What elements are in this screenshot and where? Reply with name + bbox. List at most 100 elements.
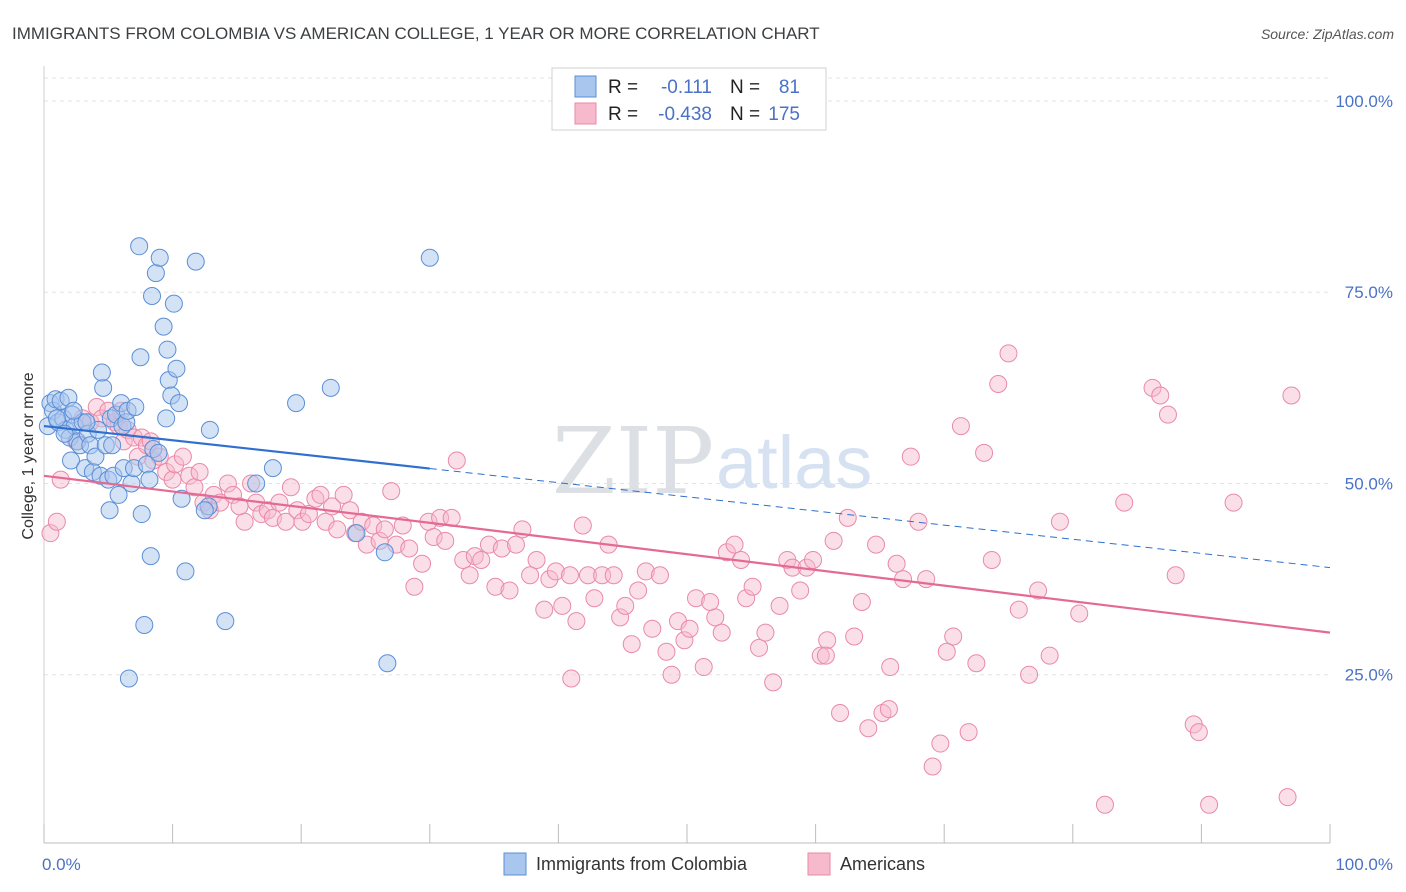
americans-point [611, 608, 630, 627]
americans-point [1009, 600, 1028, 619]
colombia-point [126, 397, 145, 416]
americans-point [982, 550, 1001, 569]
americans-point [47, 512, 66, 531]
chart-source: Source: ZipAtlas.com [1261, 26, 1394, 42]
americans-point [818, 631, 837, 650]
americans-point [166, 455, 185, 474]
americans-point [1029, 581, 1048, 600]
americans-point [680, 619, 699, 638]
colombia-point [170, 394, 189, 413]
legend-r-value-colombia: -0.111 [661, 77, 712, 98]
y-tick-label: 75.0% [1345, 283, 1393, 302]
americans-point [694, 658, 713, 677]
americans-point [486, 577, 505, 596]
americans-point [852, 593, 871, 612]
legend-n-value-colombia: 81 [779, 77, 800, 98]
colombia-point [347, 524, 366, 543]
legend-n-label-americans: N = [730, 104, 760, 125]
colombia-point [378, 654, 397, 673]
americans-point [629, 581, 648, 600]
americans-point [535, 600, 554, 619]
americans-point [881, 658, 900, 677]
legend-r-label-colombia: R = [608, 77, 638, 98]
americans-point [1166, 566, 1185, 585]
americans-point [382, 482, 401, 501]
colombia-point [94, 378, 113, 397]
americans-point [1224, 493, 1243, 512]
americans-point [750, 638, 769, 657]
colombia-point [172, 489, 191, 508]
colombia-point [149, 443, 168, 462]
colombia-point [321, 378, 340, 397]
correlation-legend: R = -0.111 N = 81 R = -0.438 N = 175 [551, 67, 827, 131]
americans-point [546, 562, 565, 581]
colombia-point [247, 474, 266, 493]
americans-point [573, 516, 592, 535]
americans-point [845, 627, 864, 646]
americans-point [931, 734, 950, 753]
americans-point [375, 520, 394, 539]
americans-point [454, 550, 473, 569]
americans-point [460, 566, 479, 585]
americans-point [400, 539, 419, 558]
americans-point [334, 485, 353, 504]
series-legend: Immigrants from Colombia Americans [503, 852, 925, 876]
americans-point [1020, 665, 1039, 684]
colombia-point [176, 562, 195, 581]
americans-point [662, 665, 681, 684]
americans-point [405, 577, 424, 596]
americans-point [521, 566, 540, 585]
colombia-trend-line-extension [429, 468, 1331, 569]
watermark: ZIP atlas [552, 408, 872, 515]
watermark-zip: ZIP [552, 408, 714, 515]
americans-point [901, 447, 920, 466]
americans-point [791, 581, 810, 600]
americans-point [975, 443, 994, 462]
colombia-point [47, 409, 66, 428]
americans-point [1189, 723, 1208, 742]
americans-point [687, 589, 706, 608]
americans-point [413, 554, 432, 573]
americans-point [937, 642, 956, 661]
americans-point [616, 596, 635, 615]
americans-point [959, 723, 978, 742]
colombia-point [186, 252, 205, 271]
americans-point [770, 596, 789, 615]
americans-point [967, 654, 986, 673]
americans-point [824, 531, 843, 550]
legend-r-label-americans: R = [608, 104, 638, 125]
americans-point [712, 623, 731, 642]
americans-point [951, 417, 970, 436]
colombia-point [131, 348, 150, 367]
americans-point [804, 550, 823, 569]
americans-point [500, 581, 519, 600]
colombia-point [157, 409, 176, 428]
y-axis-ticks: 25.0% 50.0% 75.0% 100.0% [1335, 92, 1393, 685]
colombia-point [140, 470, 159, 489]
colombia-point [143, 287, 162, 306]
colombia-point [200, 420, 219, 439]
colombia-points [38, 237, 439, 688]
colombia-point [195, 501, 214, 520]
legend-n-label-colombia: N = [730, 77, 760, 98]
colombia-point [375, 543, 394, 562]
colombia-point [287, 394, 306, 413]
americans-point [867, 535, 886, 554]
americans-point [816, 646, 835, 665]
watermark-atlas: atlas [716, 421, 872, 504]
series-legend-label-colombia: Immigrants from Colombia [536, 854, 748, 874]
americans-point [717, 543, 736, 562]
americans-point [562, 669, 581, 688]
americans-point [235, 512, 254, 531]
colombia-point [158, 340, 177, 359]
americans-point [725, 535, 744, 554]
americans-point [657, 642, 676, 661]
colombia-point [150, 248, 169, 267]
americans-point [706, 608, 725, 627]
colombia-point [263, 459, 282, 478]
americans-point [492, 539, 511, 558]
colombia-point [62, 451, 81, 470]
americans-point [1115, 493, 1134, 512]
x-tick-label-max: 100.0% [1335, 855, 1393, 874]
